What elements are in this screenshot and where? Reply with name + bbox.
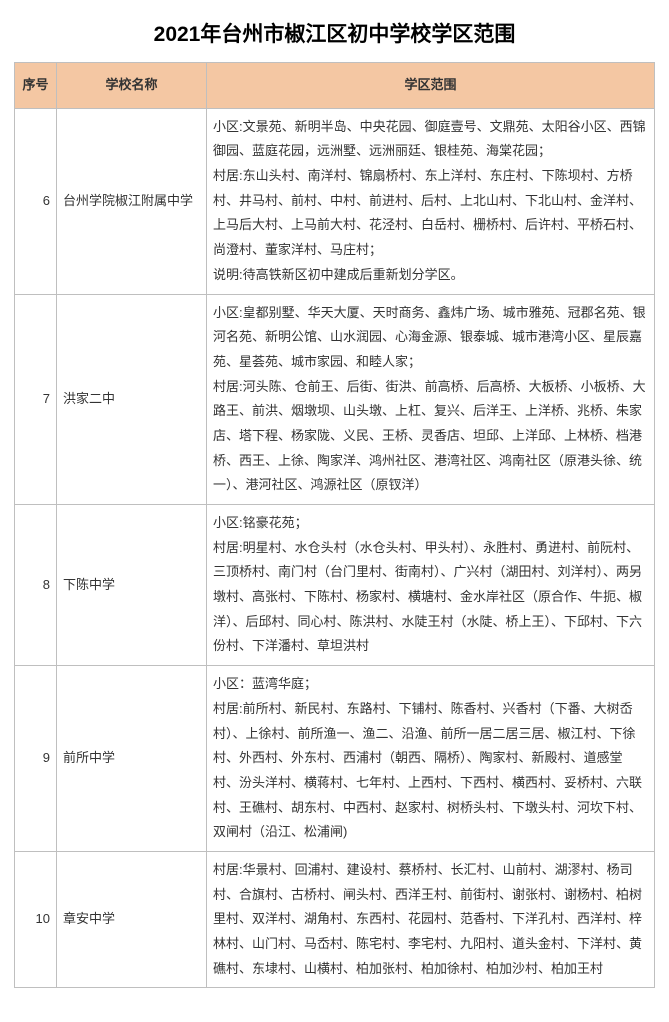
cell-idx: 6 [15, 108, 57, 294]
table-row: 6台州学院椒江附属中学小区:文景苑、新明半岛、中央花园、御庭壹号、文鼎苑、太阳谷… [15, 108, 655, 294]
table-header-row: 序号 学校名称 学区范围 [15, 63, 655, 109]
table-row: 9前所中学小区：蓝湾华庭；村居:前所村、新民村、东路村、下铺村、陈香村、兴香村（… [15, 666, 655, 852]
col-header-idx: 序号 [15, 63, 57, 109]
table-row: 7洪家二中小区:皇都别墅、华天大厦、天时商务、鑫炜广场、城市雅苑、冠郡名苑、银河… [15, 294, 655, 505]
table-row: 10章安中学村居:华景村、回浦村、建设村、蔡桥村、长汇村、山前村、湖漻村、杨司村… [15, 851, 655, 987]
cell-school-name: 章安中学 [57, 851, 207, 987]
table-row: 8下陈中学小区:铭豪花苑；村居:明星村、水仓头村（水仓头村、甲头村）、永胜村、勇… [15, 505, 655, 666]
cell-idx: 7 [15, 294, 57, 505]
cell-idx: 8 [15, 505, 57, 666]
cell-school-name: 洪家二中 [57, 294, 207, 505]
cell-idx: 9 [15, 666, 57, 852]
district-table: 序号 学校名称 学区范围 6台州学院椒江附属中学小区:文景苑、新明半岛、中央花园… [14, 62, 655, 988]
page-title: 2021年台州市椒江区初中学校学区范围 [14, 18, 655, 48]
cell-school-name: 前所中学 [57, 666, 207, 852]
col-header-name: 学校名称 [57, 63, 207, 109]
cell-district-range: 小区:铭豪花苑；村居:明星村、水仓头村（水仓头村、甲头村）、永胜村、勇进村、前阮… [207, 505, 655, 666]
cell-school-name: 台州学院椒江附属中学 [57, 108, 207, 294]
col-header-range: 学区范围 [207, 63, 655, 109]
cell-district-range: 村居:华景村、回浦村、建设村、蔡桥村、长汇村、山前村、湖漻村、杨司村、合旗村、古… [207, 851, 655, 987]
cell-district-range: 小区:文景苑、新明半岛、中央花园、御庭壹号、文鼎苑、太阳谷小区、西锦御园、蓝庭花… [207, 108, 655, 294]
cell-idx: 10 [15, 851, 57, 987]
cell-district-range: 小区:皇都别墅、华天大厦、天时商务、鑫炜广场、城市雅苑、冠郡名苑、银河名苑、新明… [207, 294, 655, 505]
cell-district-range: 小区：蓝湾华庭；村居:前所村、新民村、东路村、下铺村、陈香村、兴香村（下番、大树… [207, 666, 655, 852]
cell-school-name: 下陈中学 [57, 505, 207, 666]
